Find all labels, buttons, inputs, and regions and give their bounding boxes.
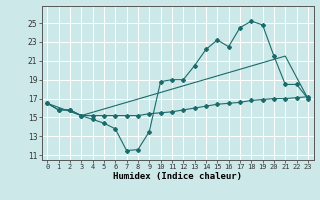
- X-axis label: Humidex (Indice chaleur): Humidex (Indice chaleur): [113, 172, 242, 181]
